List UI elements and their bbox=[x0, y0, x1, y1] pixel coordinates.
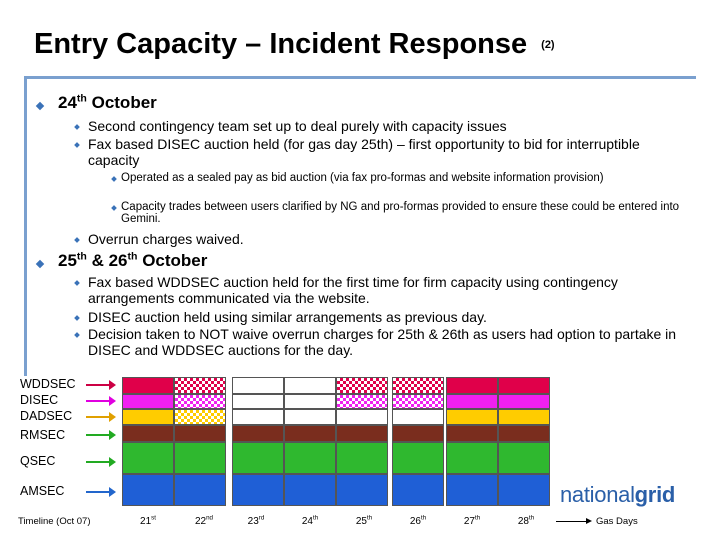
chart-cell-dadsec-22nd bbox=[174, 409, 226, 425]
chart-cell-wddsec-21st bbox=[122, 377, 174, 394]
legend-label-qsec: QSEC bbox=[20, 454, 56, 468]
chart-cell-dadsec-26th bbox=[392, 409, 444, 425]
arrow-rmsec bbox=[86, 430, 116, 440]
timeline-day-23: 23rd bbox=[247, 514, 265, 527]
chart-cell-rmsec-21st bbox=[122, 425, 174, 442]
title-suffix: (2) bbox=[541, 39, 555, 52]
chart-cell-wddsec-28th bbox=[498, 377, 550, 394]
timeline-day-27: 27th bbox=[463, 514, 481, 527]
chart-cell-qsec-27th bbox=[446, 442, 498, 474]
chart-cell-rmsec-28th bbox=[498, 425, 550, 442]
arrow-wddsec bbox=[86, 380, 116, 390]
chart-cell-disec-21st bbox=[122, 394, 174, 409]
chart-cell-rmsec-24th bbox=[284, 425, 336, 442]
chart-cell-rmsec-25th bbox=[336, 425, 388, 442]
list-item: Fax based DISEC auction held (for gas da… bbox=[88, 136, 640, 168]
chart-cell-disec-24th bbox=[284, 394, 336, 409]
legend-label-rmsec: RMSEC bbox=[20, 428, 66, 442]
left-rule bbox=[24, 76, 27, 376]
chart-cell-amsec-23rd bbox=[232, 474, 284, 506]
chart-cell-disec-27th bbox=[446, 394, 498, 409]
legend-label-amsec: AMSEC bbox=[20, 484, 65, 498]
list-item: Second contingency team set up to deal p… bbox=[88, 118, 507, 134]
chart-cell-rmsec-27th bbox=[446, 425, 498, 442]
arrow-disec bbox=[86, 396, 116, 406]
chart-cell-qsec-22nd bbox=[174, 442, 226, 474]
chart-cell-wddsec-23rd bbox=[232, 377, 284, 394]
timeline-day-25: 25th bbox=[355, 514, 373, 527]
arrow-amsec bbox=[86, 487, 116, 497]
chart-cell-disec-23rd bbox=[232, 394, 284, 409]
section-heading-24th: 24th October bbox=[58, 92, 157, 112]
chart-cell-qsec-26th bbox=[392, 442, 444, 474]
chart-cell-wddsec-26th bbox=[392, 377, 444, 394]
timeline-label: Timeline (Oct 07) bbox=[18, 516, 91, 527]
slide-title: Entry Capacity – Incident Response (2) bbox=[34, 28, 555, 61]
timeline-day-24: 24th bbox=[301, 514, 319, 527]
title-rule bbox=[24, 76, 696, 79]
chart-cell-wddsec-22nd bbox=[174, 377, 226, 394]
legend-label-wddsec: WDDSEC bbox=[20, 377, 76, 391]
chart-cell-qsec-23rd bbox=[232, 442, 284, 474]
list-item: Decision taken to NOT waive overrun char… bbox=[88, 326, 677, 358]
national-grid-logo: nationalgrid bbox=[560, 482, 676, 507]
arrow-qsec bbox=[86, 457, 116, 467]
chart-cell-wddsec-25th bbox=[336, 377, 388, 394]
chart-cell-amsec-22nd bbox=[174, 474, 226, 506]
chart-cell-dadsec-24th bbox=[284, 409, 336, 425]
chart-cell-qsec-24th bbox=[284, 442, 336, 474]
chart-cell-disec-25th bbox=[336, 394, 388, 409]
chart-cell-amsec-28th bbox=[498, 474, 550, 506]
section-heading-25th-26th: 25th & 26th October bbox=[58, 250, 208, 270]
chart-cell-disec-22nd bbox=[174, 394, 226, 409]
timeline-day-21: 21st bbox=[140, 514, 156, 527]
timeline-day-28: 28th bbox=[517, 514, 535, 527]
chart-cell-rmsec-22nd bbox=[174, 425, 226, 442]
legend-label-dadsec: DADSEC bbox=[20, 409, 73, 423]
sub-list-item: Operated as a sealed pay as bid auction … bbox=[121, 172, 604, 184]
chart-cell-wddsec-27th bbox=[446, 377, 498, 394]
chart-cell-amsec-24th bbox=[284, 474, 336, 506]
list-item: Fax based WDDSEC auction held for the fi… bbox=[88, 274, 618, 306]
chart-cell-disec-28th bbox=[498, 394, 550, 409]
timeline-arrow bbox=[556, 518, 592, 524]
gas-days-label: Gas Days bbox=[596, 516, 638, 527]
chart-cell-dadsec-25th bbox=[336, 409, 388, 425]
timeline-day-26: 26th bbox=[409, 514, 427, 527]
chart-cell-wddsec-24th bbox=[284, 377, 336, 394]
chart-cell-disec-26th bbox=[392, 394, 444, 409]
chart-cell-amsec-27th bbox=[446, 474, 498, 506]
chart-cell-qsec-25th bbox=[336, 442, 388, 474]
timeline-day-22: 22nd bbox=[194, 514, 213, 527]
list-item: Overrun charges waived. bbox=[88, 231, 244, 247]
chart-cell-amsec-21st bbox=[122, 474, 174, 506]
arrow-dadsec bbox=[86, 412, 116, 422]
chart-cell-dadsec-23rd bbox=[232, 409, 284, 425]
legend-label-disec: DISEC bbox=[20, 393, 59, 407]
list-item: DISEC auction held using similar arrange… bbox=[88, 309, 487, 325]
chart-cell-rmsec-23rd bbox=[232, 425, 284, 442]
chart-cell-qsec-21st bbox=[122, 442, 174, 474]
chart-cell-dadsec-21st bbox=[122, 409, 174, 425]
sub-list-item: Capacity trades between users clarified … bbox=[121, 201, 680, 225]
chart-cell-amsec-26th bbox=[392, 474, 444, 506]
chart-cell-amsec-25th bbox=[336, 474, 388, 506]
chart-cell-rmsec-26th bbox=[392, 425, 444, 442]
chart-cell-dadsec-27th bbox=[446, 409, 498, 425]
chart-cell-dadsec-28th bbox=[498, 409, 550, 425]
chart-cell-qsec-28th bbox=[498, 442, 550, 474]
title-text: Entry Capacity – Incident Response bbox=[34, 28, 528, 60]
